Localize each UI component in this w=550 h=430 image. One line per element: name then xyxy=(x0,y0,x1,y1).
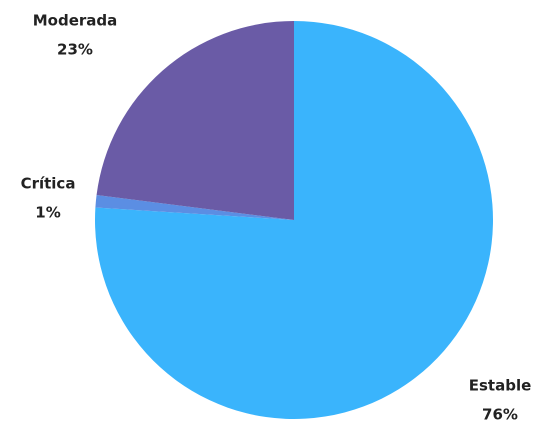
slice-label: Moderada xyxy=(33,12,118,30)
slice-value-label: 76% xyxy=(482,406,518,424)
slice-value-label: 23% xyxy=(57,41,93,59)
pie-slice xyxy=(96,21,294,220)
slice-value-label: 1% xyxy=(35,204,60,222)
slice-label: Crítica xyxy=(21,175,76,193)
slice-label: Estable xyxy=(469,377,532,395)
pie-slice xyxy=(95,195,295,220)
